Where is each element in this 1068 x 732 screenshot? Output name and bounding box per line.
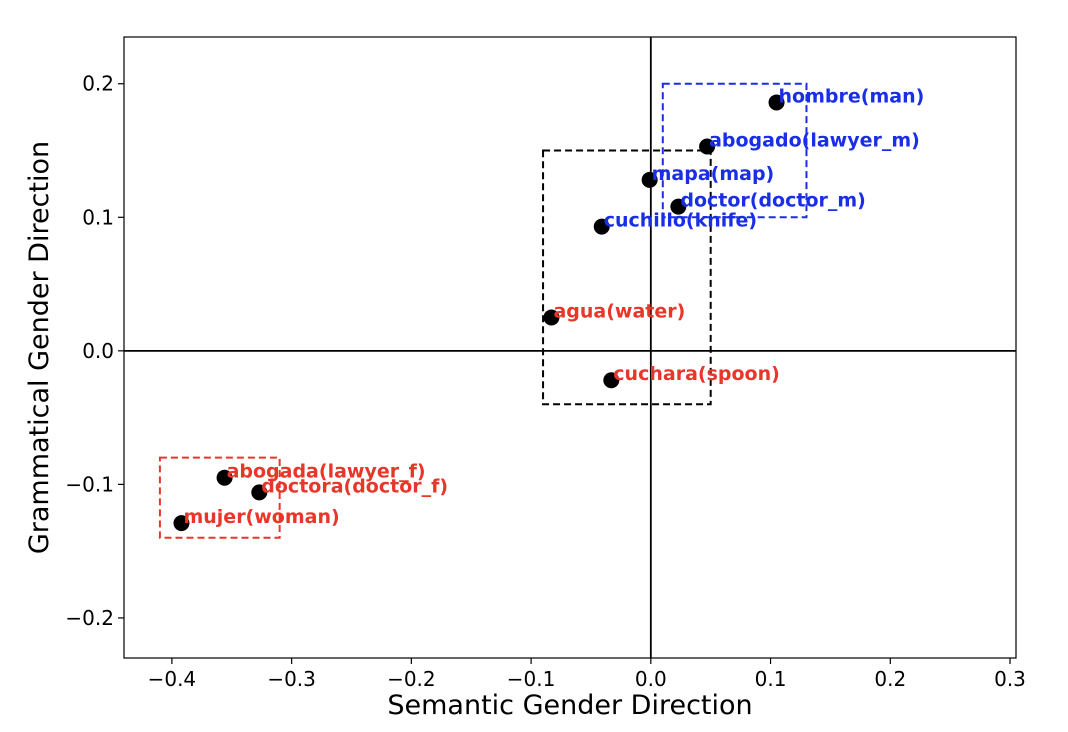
y-tick-label: −0.1 bbox=[65, 472, 114, 496]
y-axis-title: Grammatical Gender Direction bbox=[24, 141, 55, 554]
point-label: mujer(woman) bbox=[183, 506, 339, 528]
x-tick-label: 0.0 bbox=[635, 667, 667, 691]
point-label: abogado(lawyer_m) bbox=[709, 130, 920, 152]
group-box bbox=[542, 149, 712, 406]
grouping-boxes bbox=[158, 82, 808, 539]
group-box bbox=[661, 82, 808, 219]
group-box bbox=[158, 456, 281, 539]
data-point bbox=[173, 515, 190, 532]
point-labels: hombre(man) abogado(lawyer_m) mapa(map) doc… bbox=[183, 85, 924, 528]
data-point bbox=[216, 469, 233, 486]
x-axis-ticks: −0.4 −0.3 −0.2 −0.1 0.0 0.1 0.2 0.3 bbox=[148, 658, 1026, 691]
y-tick-label: 0.1 bbox=[82, 205, 114, 229]
data-point bbox=[768, 94, 785, 111]
point-label: doctor(doctor_m) bbox=[680, 190, 866, 212]
y-tick-label: 0.2 bbox=[82, 72, 114, 96]
point-label: cuchillo(knife) bbox=[604, 210, 757, 232]
y-axis-ticks: −0.2 −0.1 0.0 0.1 0.2 bbox=[65, 72, 124, 630]
data-point bbox=[593, 218, 610, 235]
plot-frame bbox=[123, 36, 1017, 659]
data-point bbox=[603, 372, 620, 389]
x-tick-label: 0.1 bbox=[755, 667, 787, 691]
point-label: doctora(doctor_f) bbox=[261, 475, 448, 497]
x-tick-label: 0.2 bbox=[874, 667, 906, 691]
data-point bbox=[543, 309, 560, 326]
point-label: agua(water) bbox=[553, 300, 685, 322]
x-axis-title: Semantic Gender Direction bbox=[387, 690, 752, 721]
reference-lines bbox=[124, 37, 1016, 658]
point-label: abogada(lawyer_f) bbox=[227, 461, 426, 483]
point-label: mapa(map) bbox=[652, 163, 775, 185]
data-point bbox=[251, 484, 268, 501]
x-tick-label: 0.3 bbox=[994, 667, 1026, 691]
data-point bbox=[699, 138, 716, 155]
point-label: hombre(man) bbox=[779, 85, 925, 107]
y-tick-label: −0.2 bbox=[65, 606, 114, 630]
x-tick-label: −0.1 bbox=[507, 667, 556, 691]
point-label: cuchara(spoon) bbox=[613, 363, 780, 385]
data-point bbox=[641, 171, 658, 188]
data-points bbox=[173, 94, 785, 532]
y-tick-label: 0.0 bbox=[82, 339, 114, 363]
x-tick-label: −0.2 bbox=[387, 667, 436, 691]
data-point bbox=[670, 198, 687, 215]
x-tick-label: −0.3 bbox=[267, 667, 316, 691]
x-tick-label: −0.4 bbox=[148, 667, 197, 691]
